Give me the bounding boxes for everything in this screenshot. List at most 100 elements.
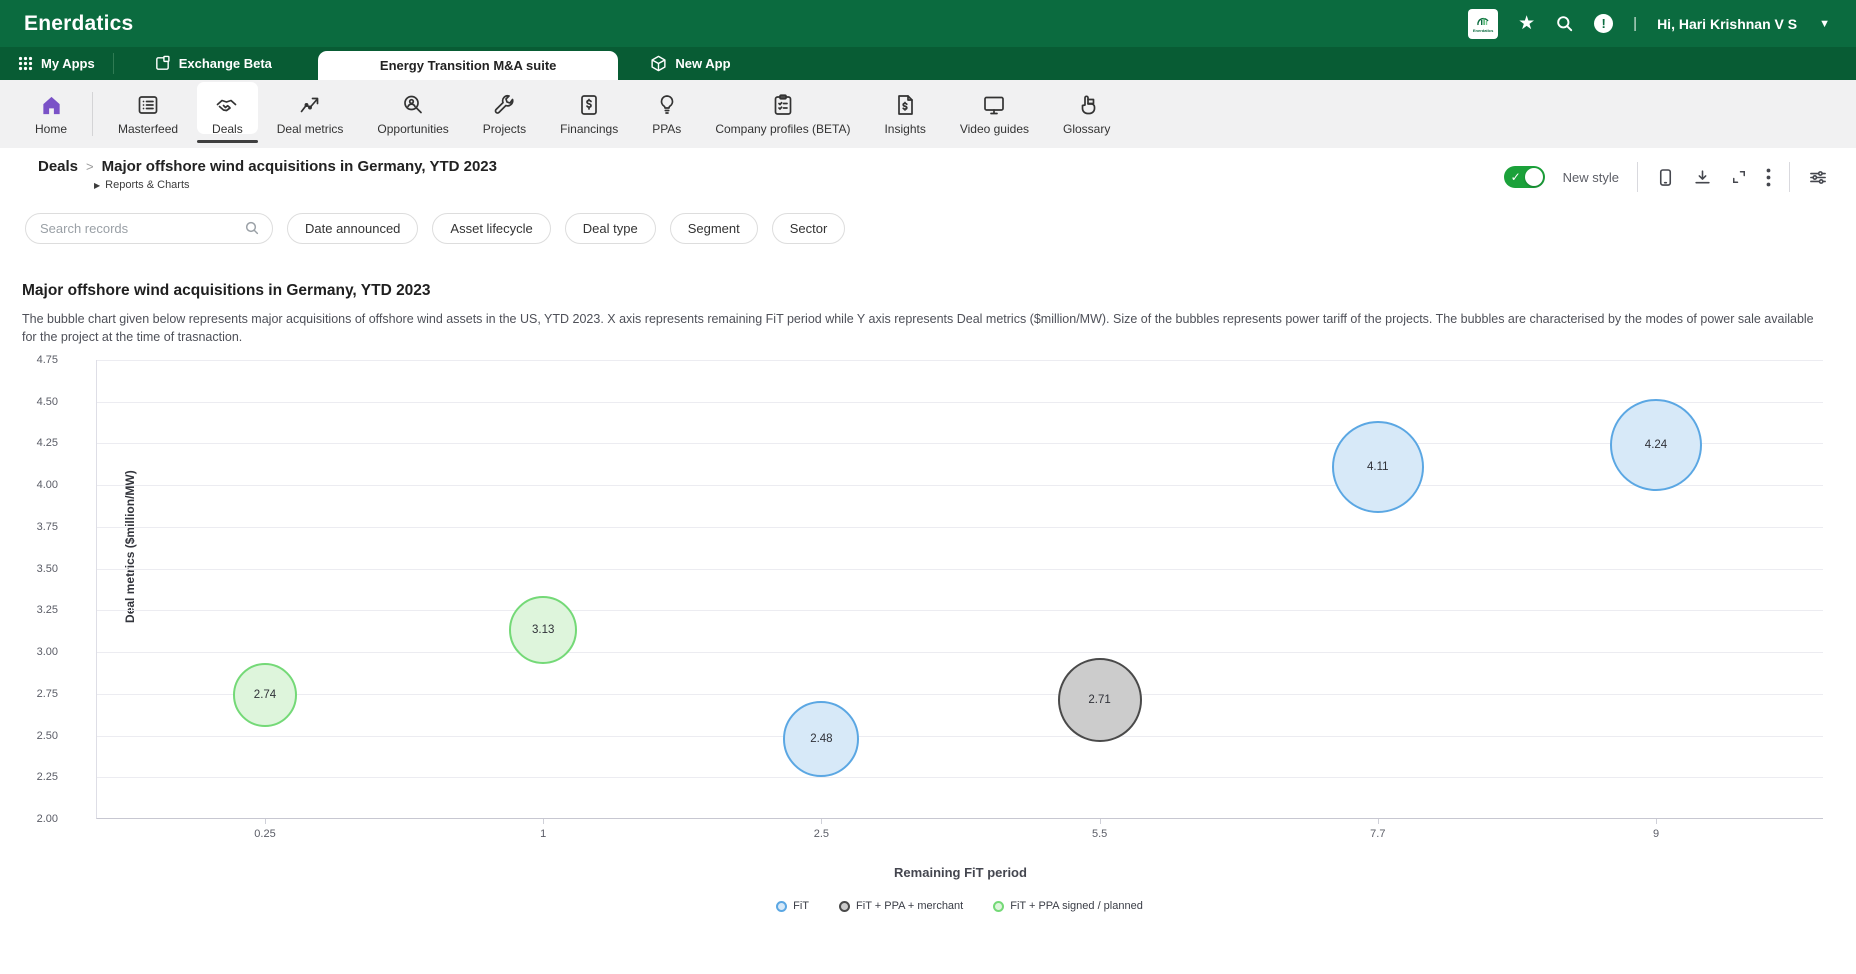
fullscreen-icon[interactable]	[1730, 168, 1748, 186]
legend-item-fit-ppa-merchant[interactable]: FiT + PPA + merchant	[839, 900, 963, 912]
toolbar-item-home[interactable]: Home	[18, 80, 84, 148]
chart-bubble[interactable]: 2.74	[233, 663, 297, 728]
app-nav-bar: My Apps Exchange Beta Energy Transition …	[0, 47, 1856, 80]
bubble-value-label: 4.11	[1367, 460, 1389, 473]
exchange-beta-label: Exchange Beta	[178, 56, 272, 71]
exchange-icon	[155, 55, 170, 70]
y-tick-label: 4.75	[36, 354, 58, 366]
toolbar-item-projects[interactable]: Projects	[466, 80, 543, 148]
breadcrumb-page-title: Major offshore wind acquisitions in Germ…	[101, 158, 497, 175]
legend-marker-icon	[839, 900, 851, 912]
exchange-beta-tab[interactable]: Exchange Beta	[136, 47, 290, 80]
gridline	[97, 652, 1823, 654]
reports-charts-link[interactable]: ▶ Reports & Charts	[94, 179, 497, 191]
chart-description: The bubble chart given below represents …	[22, 312, 1814, 344]
search-input[interactable]	[40, 220, 244, 236]
home-icon	[40, 93, 63, 117]
deal-metrics-icon	[298, 93, 322, 117]
y-tick-label: 3.50	[36, 562, 58, 575]
toolbar-item-deals[interactable]: Deals	[195, 80, 260, 148]
toolbar-item-masterfeed[interactable]: Masterfeed	[101, 80, 195, 148]
chart-bubble[interactable]: 4.24	[1610, 399, 1702, 492]
filter-chips: Date announced Asset lifecycle Deal type Se…	[287, 212, 846, 244]
toolbar-divider	[92, 92, 94, 136]
chart-bubble[interactable]: 2.48	[783, 700, 860, 777]
download-icon[interactable]	[1693, 168, 1712, 187]
toolbar-item-company-profiles-beta[interactable]: Company profiles (BETA)	[698, 80, 867, 148]
toolbar-item-ppas[interactable]: PPAs	[635, 80, 698, 148]
y-tick-label: 2.50	[36, 729, 58, 742]
toolbar-item-label: Glossary	[1063, 121, 1111, 136]
toolbar-item-label: Deal metrics	[276, 121, 344, 136]
y-tick-label: 4.00	[36, 479, 58, 492]
user-menu-caret-icon[interactable]: ▼	[1819, 17, 1830, 30]
toolbar-item-deal-metrics[interactable]: Deal metrics	[260, 80, 361, 148]
toolbar-item-label: Video guides	[959, 121, 1029, 136]
settings-sliders-icon[interactable]	[1808, 168, 1828, 187]
ppas-icon	[655, 93, 679, 117]
triangle-right-icon: ▶	[94, 180, 101, 190]
search-icon[interactable]	[1555, 14, 1574, 33]
kebab-menu-icon[interactable]	[1766, 168, 1771, 187]
toolbar-item-opportunities[interactable]: Opportunities	[360, 80, 465, 148]
new-style-toggle[interactable]: ✓	[1503, 166, 1545, 188]
legend-label: FiT + PPA + merchant	[856, 900, 964, 912]
gridline	[97, 526, 1823, 528]
y-tick-label: 3.75	[36, 520, 58, 533]
toggle-knob	[1524, 168, 1543, 186]
plot-area: Deal metrics ($million/MW) Remaining FiT…	[37, 354, 1823, 880]
toolbar-item-insights[interactable]: Insights	[867, 80, 942, 148]
legend-label: FiT	[793, 900, 810, 912]
breadcrumb-section[interactable]: Deals	[38, 158, 79, 175]
y-axis-title: Deal metrics ($million/MW)	[123, 470, 137, 623]
gridline	[97, 443, 1823, 445]
chart-bubble[interactable]: 4.11	[1331, 420, 1424, 513]
projects-icon	[492, 93, 516, 117]
new-app-tab[interactable]: New App	[632, 47, 748, 80]
gridline	[97, 693, 1823, 695]
filter-chip-asset-lifecycle[interactable]: Asset lifecycle	[432, 212, 551, 244]
legend-item-fit-ppa-signed-planned[interactable]: FiT + PPA signed / planned	[993, 900, 1143, 912]
toolbar-item-label: Insights	[884, 121, 926, 136]
search-input-icon	[245, 221, 259, 235]
y-tick-label: 4.50	[36, 395, 58, 408]
bubble-value-label: 2.74	[253, 689, 277, 702]
toolbar-item-glossary[interactable]: Glossary	[1046, 80, 1127, 148]
toolbar-item-label: Home	[35, 121, 68, 136]
y-tick-label: 3.00	[36, 646, 58, 659]
chart-bubble[interactable]: 2.71	[1057, 658, 1142, 743]
toolbar: Home Masterfeed Deals Deal metrics Opportuni…	[0, 80, 1856, 148]
energy-transition-suite-tab[interactable]: Energy Transition M&A suite	[317, 51, 619, 80]
mobile-view-icon[interactable]	[1656, 168, 1675, 187]
my-apps-label: My Apps	[41, 56, 95, 71]
search-box[interactable]	[25, 212, 273, 244]
reports-charts-label: Reports & Charts	[105, 179, 190, 191]
new-app-label: New App	[675, 56, 731, 71]
enerdatics-mini-logo[interactable]: Enerdatics	[1468, 8, 1499, 39]
filter-chip-deal-type[interactable]: Deal type	[564, 212, 656, 244]
top-bar: Enerdatics Enerdatics ★ ! | Hi, Hari Kri…	[0, 0, 1856, 47]
x-tick-label: 5.5	[1091, 828, 1108, 840]
financings-icon	[577, 93, 601, 117]
y-tick-label: 2.25	[36, 771, 58, 784]
favorites-star-icon[interactable]: ★	[1518, 13, 1536, 34]
filter-chip-sector[interactable]: Sector	[771, 212, 846, 244]
my-apps-button[interactable]: My Apps	[0, 47, 113, 80]
toolbar-item-label: Company profiles (BETA)	[715, 121, 851, 136]
opportunities-icon	[401, 93, 425, 117]
user-greeting[interactable]: Hi, Hari Krishnan V S	[1657, 15, 1798, 32]
chart-bubble[interactable]: 3.13	[509, 596, 578, 665]
breadcrumb-row: Deals > Major offshore wind acquisitions…	[0, 148, 1856, 204]
toolbar-item-financings[interactable]: Financings	[543, 80, 635, 148]
filter-chip-date-announced[interactable]: Date announced	[287, 212, 419, 244]
filter-chip-segment[interactable]: Segment	[669, 212, 758, 244]
breadcrumb-separator: >	[86, 159, 94, 174]
x-tick-mark	[265, 819, 266, 824]
legend-item-fit[interactable]: FiT	[776, 900, 809, 912]
toolbar-item-video-guides[interactable]: Video guides	[943, 80, 1046, 148]
topbar-divider: |	[1633, 15, 1638, 32]
x-tick-mark	[821, 819, 823, 824]
glossary-icon	[1075, 93, 1099, 117]
notifications-alert-icon[interactable]: !	[1594, 14, 1614, 33]
x-tick-mark	[1099, 819, 1101, 824]
